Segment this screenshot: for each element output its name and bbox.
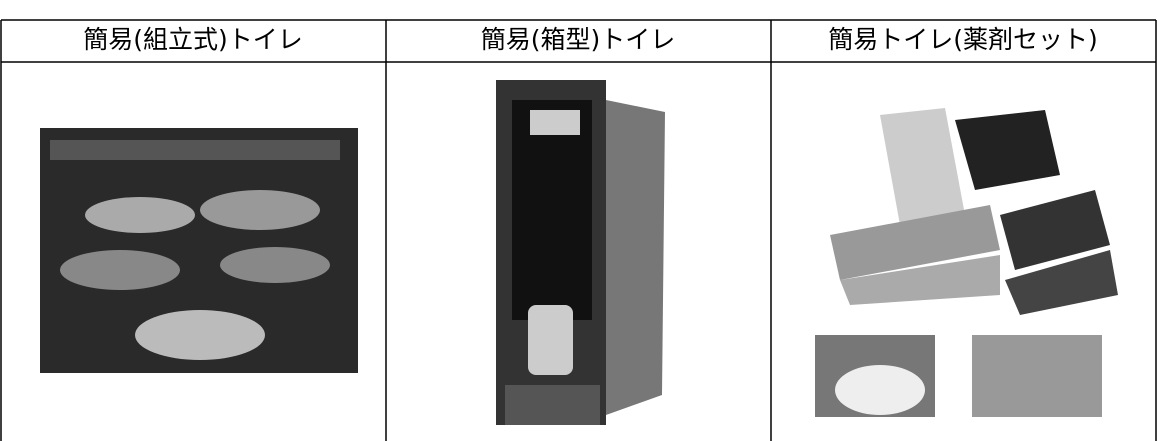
header-cell: 簡易(箱型)トイレ [481,25,676,54]
photo [496,80,665,425]
photo [40,128,358,373]
header-cell: 簡易(組立式)トイレ [83,25,303,54]
header-cell: 簡易トイレ(薬剤セット) [828,25,1098,54]
photo [815,108,1118,417]
